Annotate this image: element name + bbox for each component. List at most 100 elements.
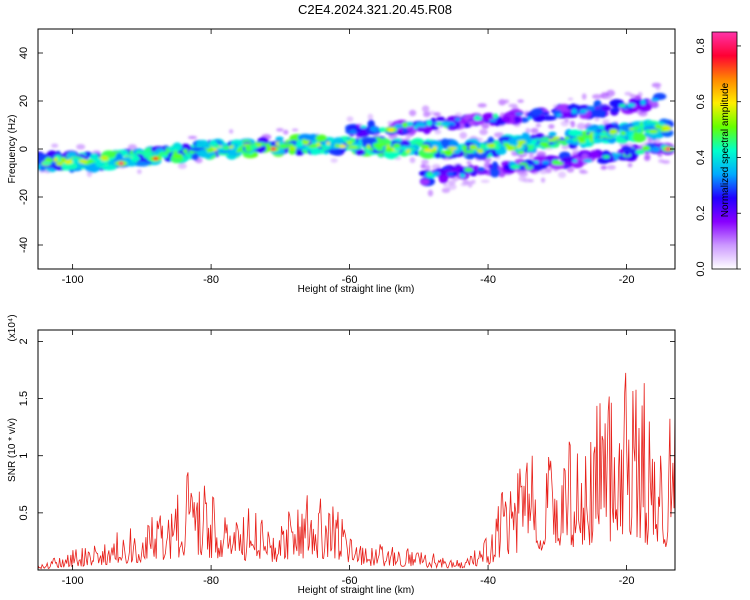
heatmap-cell bbox=[260, 143, 265, 146]
heatmap-cell bbox=[536, 151, 547, 158]
heatmap-cell bbox=[640, 99, 646, 106]
heatmap-cell bbox=[477, 149, 484, 154]
heatmap-cell bbox=[127, 161, 137, 167]
heatmap-cell bbox=[540, 177, 546, 183]
heatmap-cell bbox=[61, 163, 71, 171]
heatmap-hotspot bbox=[388, 128, 395, 132]
heatmap-cell bbox=[438, 174, 449, 184]
heatmap-cell bbox=[392, 143, 401, 148]
heatmap-hotspot bbox=[118, 161, 125, 166]
heatmap-cell bbox=[510, 164, 521, 170]
y-tick-label: 1.5 bbox=[18, 391, 30, 406]
heatmap-cell bbox=[626, 103, 636, 108]
heatmap-cell bbox=[633, 131, 639, 136]
heatmap-cell bbox=[571, 108, 578, 114]
x-tick-label: -80 bbox=[203, 274, 219, 286]
heatmap-cell bbox=[606, 134, 613, 138]
heatmap-cell bbox=[402, 122, 408, 128]
heatmap-cell bbox=[567, 97, 574, 101]
heatmap-cell bbox=[458, 169, 464, 174]
heatmap-cell bbox=[662, 160, 670, 164]
heatmap-cell bbox=[249, 144, 259, 150]
heatmap-cell bbox=[477, 167, 486, 172]
heatmap-cell bbox=[369, 147, 374, 152]
heatmap-cell bbox=[650, 98, 659, 102]
heatmap-cell bbox=[295, 142, 304, 147]
heatmap-cell bbox=[663, 126, 673, 131]
heatmap-cell bbox=[542, 111, 550, 116]
heatmap-cell bbox=[346, 140, 353, 145]
heatmap-cell bbox=[597, 157, 610, 164]
heatmap-cell bbox=[427, 189, 434, 197]
heatmap-cell bbox=[530, 141, 537, 146]
heatmap-cell bbox=[420, 144, 431, 150]
heatmap-cell bbox=[564, 136, 570, 140]
colorbar-tick-label: 0.6 bbox=[695, 94, 707, 109]
heatmap-cell bbox=[127, 144, 137, 151]
snr-series-line bbox=[38, 372, 675, 570]
heatmap-y-axis-label: Frequency (Hz) bbox=[7, 115, 18, 184]
heatmap-cell bbox=[570, 121, 576, 128]
heatmap-cell bbox=[67, 151, 77, 157]
y-tick-label: 0.5 bbox=[18, 505, 30, 520]
heatmap-cell bbox=[459, 131, 468, 139]
heatmap-cell bbox=[629, 148, 636, 154]
x-tick-label: -60 bbox=[342, 274, 358, 286]
heatmap-cell bbox=[231, 147, 238, 153]
heatmap-cell bbox=[426, 171, 433, 176]
heatmap-cell bbox=[539, 141, 549, 147]
heatmap-cell bbox=[228, 129, 234, 134]
snr-y-ticks: 0.5 1 1.5 2 bbox=[18, 338, 675, 521]
heatmap-x-axis-label: Height of straight line (km) bbox=[298, 284, 415, 295]
heatmap-cell bbox=[560, 120, 570, 127]
colorbar-tick-label: 0.0 bbox=[695, 261, 707, 276]
heatmap-cell bbox=[514, 116, 521, 123]
heatmap-hotspot bbox=[270, 147, 277, 151]
heatmap-cell bbox=[518, 162, 528, 166]
heatmap-cell bbox=[528, 152, 534, 159]
heatmap-cell bbox=[218, 146, 225, 151]
heatmap-cell bbox=[635, 149, 646, 155]
heatmap-cell bbox=[347, 145, 358, 149]
heatmap-cell bbox=[107, 160, 116, 166]
heatmap-cell bbox=[624, 91, 632, 96]
x-tick-label: -100 bbox=[62, 575, 84, 587]
heatmap-cell bbox=[459, 173, 466, 178]
y-tick-label: 40 bbox=[18, 47, 30, 59]
heatmap-cell bbox=[436, 116, 446, 122]
heatmap-cell bbox=[599, 132, 607, 137]
x-tick-label: -100 bbox=[62, 274, 84, 286]
heatmap-cell bbox=[641, 145, 651, 151]
y-tick-label: -40 bbox=[18, 237, 30, 253]
colorbar-tick-label: 0.4 bbox=[695, 150, 707, 165]
heatmap-cell bbox=[645, 129, 651, 134]
heatmap-cell bbox=[137, 169, 142, 175]
heatmap-hotspot bbox=[152, 156, 159, 161]
heatmap-cell bbox=[222, 145, 230, 151]
heatmap-cell bbox=[629, 93, 636, 98]
snr-y-scale-label: (x10⁴) bbox=[7, 314, 18, 341]
heatmap-cell bbox=[447, 184, 457, 191]
heatmap-cell bbox=[479, 128, 488, 136]
heatmap-cell bbox=[232, 143, 239, 149]
heatmap-cell bbox=[372, 128, 379, 133]
heatmap-cell bbox=[328, 149, 342, 155]
heatmap-cell bbox=[556, 113, 563, 117]
heatmap-cell bbox=[561, 156, 576, 163]
heatmap-cell bbox=[567, 129, 583, 137]
heatmap-cell bbox=[477, 103, 487, 108]
heatmap-cell bbox=[366, 144, 371, 149]
heatmap-cell bbox=[552, 136, 561, 140]
heatmap-cell bbox=[502, 115, 511, 124]
snr-y-axis-label: SNR (10 * v/v) bbox=[7, 418, 18, 482]
heatmap-cell bbox=[276, 128, 284, 132]
heatmap-cell bbox=[648, 129, 658, 134]
heatmap-cell bbox=[620, 131, 626, 136]
heatmap-cell bbox=[55, 161, 64, 166]
heatmap-cell bbox=[577, 111, 587, 115]
heatmap-cell bbox=[592, 133, 598, 137]
heatmap-cell bbox=[386, 144, 391, 150]
heatmap-cell bbox=[627, 162, 633, 168]
heatmap-cell bbox=[421, 105, 430, 113]
